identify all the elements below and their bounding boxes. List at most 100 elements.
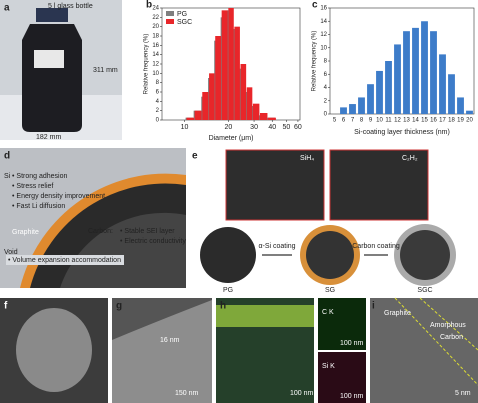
particle [200,227,256,283]
label: SiH₄ [300,155,314,162]
bar [340,107,347,114]
y-tick-label: 0 [324,112,328,118]
bar [268,117,276,120]
y-axis-label: Relative frequency (%) [144,34,150,95]
particle [112,300,212,403]
y-tick-label: 24 [152,6,159,12]
y-tick-label: 16 [152,43,159,49]
x-tick-label: 5 [333,118,337,124]
label: SG [325,287,335,294]
bar [202,92,209,120]
panel-letter: i [372,301,375,312]
bar [367,84,374,114]
y-tick-label: 0 [156,118,160,124]
x-tick-label: 15 [421,118,428,124]
hrtem-i [370,298,478,403]
x-tick-label: 50 [282,124,290,131]
x-tick-label: 10 [376,118,383,124]
y-tick-label: 2 [156,108,160,114]
label: 100 nm [290,390,314,397]
label: PG [223,287,233,294]
x-axis-label: Diameter (μm) [209,135,254,142]
panel-letter: e [192,151,198,162]
legend-swatch [166,19,174,24]
x-tick-label: 10 [181,124,189,131]
label: Si [4,173,11,180]
bar [221,10,228,120]
label: • Volume expansion accommodation [8,257,121,264]
bar [349,104,356,114]
x-tick-label: 40 [268,124,276,131]
y-tick-label: 8 [156,80,160,86]
x-tick-label: 18 [448,118,455,124]
x-tick-label: 20 [466,118,473,124]
y-tick-label: 22 [152,15,159,21]
x-tick-label: 12 [394,118,401,124]
panel-letter: b [146,0,152,11]
x-tick-label: 6 [342,118,346,124]
x-tick-label: 16 [430,118,437,124]
bar [376,70,383,114]
bar [252,103,260,120]
y-tick-label: 8 [324,59,328,65]
label: 182 mm [36,134,61,141]
label: 5 nm [455,390,471,397]
label: C K [322,309,334,316]
label: Si K [322,363,335,370]
label: C₂H₂ [402,155,418,162]
particle-core [306,231,354,279]
x-tick-label: 7 [351,118,355,124]
x-tick-label: 60 [294,124,302,131]
label: 100 nm [340,393,364,400]
bar [194,110,202,120]
x-tick-label: 30 [250,124,258,131]
bar [394,44,401,114]
x-tick-label: 19 [457,118,464,124]
bar [439,54,446,114]
x-tick-label: 9 [369,118,373,124]
legend-swatch [166,11,174,16]
bar [246,87,253,120]
cap [36,8,68,22]
x-axis-label: Si-coating layer thickness (nm) [354,129,450,136]
label: SGC [417,287,432,294]
label: • Stable SEI layer [120,228,175,235]
bar [186,117,195,120]
bar [240,64,247,120]
label: • Energy density improvement [12,193,105,200]
panel-letter: f [4,301,8,312]
bar [215,36,222,120]
x-tick-label: 17 [439,118,446,124]
y-tick-label: 14 [152,52,159,58]
graphite-inner [60,212,186,288]
label: Carbon [440,334,463,341]
y-tick-label: 12 [320,32,327,38]
y-tick-label: 2 [324,98,328,104]
bar [209,73,215,120]
label-bg [6,255,124,265]
label: 311 mm [93,67,118,74]
label: 16 nm [160,337,180,344]
bar [358,97,365,114]
label: Graphite [384,310,411,317]
y-tick-label: 16 [320,6,327,12]
label: Carbon: [88,228,113,235]
particle-core [400,230,450,280]
label: 150 nm [175,390,199,397]
panel-letter: c [312,0,318,11]
y-tick-label: 18 [152,34,159,40]
bar [430,31,437,114]
panel-letter: g [116,301,122,312]
bar [385,61,392,114]
inset [329,149,429,221]
map-si [318,352,366,403]
bar [412,27,419,114]
label: Carbon coating [352,243,400,250]
bar [466,110,473,114]
bar [421,21,428,114]
particle [16,308,92,392]
y-tick-label: 10 [320,45,327,51]
map-band [216,305,314,327]
boundary [394,297,478,386]
